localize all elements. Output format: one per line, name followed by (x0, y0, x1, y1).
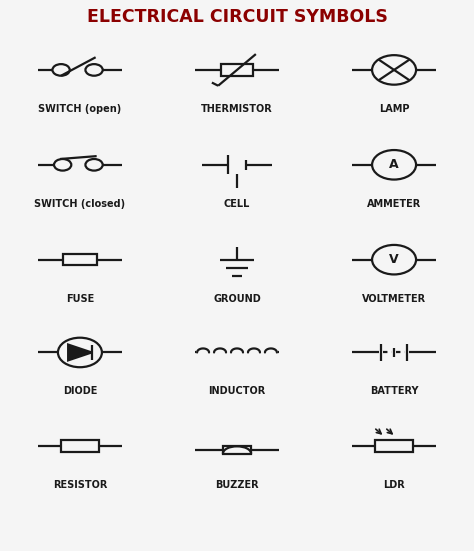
Bar (61, 440, 99, 452)
Text: BATTERY: BATTERY (370, 386, 419, 397)
Bar (63, 254, 97, 266)
Text: A: A (389, 158, 399, 171)
Text: THERMISTOR: THERMISTOR (201, 104, 273, 114)
Text: RESISTOR: RESISTOR (53, 480, 107, 490)
Text: V: V (389, 253, 399, 266)
Bar (375, 440, 413, 452)
Text: AMMETER: AMMETER (367, 199, 421, 209)
Text: SWITCH (open): SWITCH (open) (38, 104, 121, 114)
Text: FUSE: FUSE (66, 294, 94, 304)
Text: CELL: CELL (224, 199, 250, 209)
Bar (221, 63, 253, 76)
Text: INDUCTOR: INDUCTOR (209, 386, 265, 397)
Text: ELECTRICAL CIRCUIT SYMBOLS: ELECTRICAL CIRCUIT SYMBOLS (87, 8, 387, 26)
Text: SWITCH (closed): SWITCH (closed) (34, 199, 126, 209)
Text: LDR: LDR (383, 480, 405, 490)
Polygon shape (68, 344, 91, 360)
Text: BUZZER: BUZZER (215, 480, 259, 490)
Text: GROUND: GROUND (213, 294, 261, 304)
Text: VOLTMETER: VOLTMETER (362, 294, 426, 304)
Text: DIODE: DIODE (63, 386, 97, 397)
Bar (223, 446, 251, 453)
Text: LAMP: LAMP (379, 104, 410, 114)
